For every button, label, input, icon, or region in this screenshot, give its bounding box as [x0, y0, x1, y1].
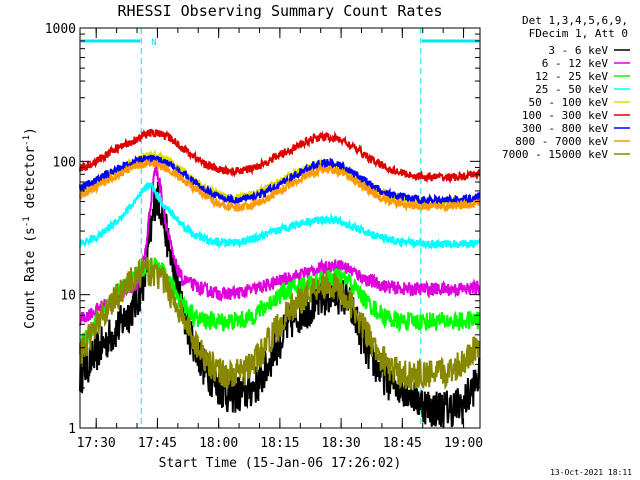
legend-label: 7000 - 15000 keV [502, 148, 608, 161]
plot-series-layer: N [79, 28, 481, 429]
series-line-7000-15000-keV [79, 257, 481, 390]
legend-label: 25 - 50 keV [535, 83, 608, 96]
legend-label: 12 - 25 keV [535, 70, 608, 83]
legend-label: 6 - 12 keV [542, 57, 609, 70]
y-axis-label: Count Rate (s-1 detector-1) [22, 127, 38, 329]
y-axis-label-sup2: -1 [22, 135, 32, 146]
legend-label: 50 - 100 keV [529, 96, 609, 109]
x-tick-label: 17:30 [77, 436, 116, 451]
generated-timestamp: 13-Oct-2021 18:11 [550, 468, 632, 477]
legend-label: 100 - 300 keV [522, 109, 608, 122]
x-tick-label: 17:45 [138, 436, 177, 451]
y-axis-label-end: ) [23, 127, 38, 135]
legend-header-line1: Det 1,3,4,5,6,9, [522, 14, 628, 27]
series-line-800-7000-keV [79, 158, 481, 213]
legend-header-line2: FDecim 1, Att 0 [529, 27, 628, 40]
y-tick-label: 10 [60, 289, 76, 304]
x-tick-label: 18:45 [383, 436, 422, 451]
axes: 1 10 100 1000 17:30 17:45 18:00 18:15 18:30 18:45… [45, 22, 483, 451]
chart-title: RHESSI Observing Summary Count Rates [117, 2, 442, 20]
night-flag-label: N [151, 38, 156, 48]
series-line-25-50-keV [79, 182, 481, 251]
legend: Det 1,3,4,5,6,9, FDecim 1, Att 0 3 - 6 k… [502, 14, 630, 161]
x-tick-label: 18:30 [322, 436, 361, 451]
series-line-3-6-keV [79, 181, 481, 429]
x-axis-label: Start Time (15-Jan-06 17:26:02) [159, 456, 402, 471]
y-axis-label-main: Count Rate (s [23, 227, 38, 329]
series-line-6-12-keV [79, 164, 481, 326]
legend-label: 800 - 7000 keV [515, 135, 608, 148]
y-axis-label-mid: detector [23, 146, 38, 217]
x-tick-label: 18:00 [199, 436, 238, 451]
y-axis-label-sup1: -1 [22, 216, 32, 227]
y-tick-label: 1 [68, 422, 76, 437]
y-tick-label: 1000 [45, 22, 76, 37]
x-tick-label: 18:15 [260, 436, 299, 451]
x-tick-label: 19:00 [444, 436, 483, 451]
legend-label: 3 - 6 keV [548, 44, 608, 57]
legend-label: 300 - 800 keV [522, 122, 608, 135]
y-tick-label: 100 [53, 155, 76, 170]
series-line-100-300-keV [79, 128, 481, 185]
